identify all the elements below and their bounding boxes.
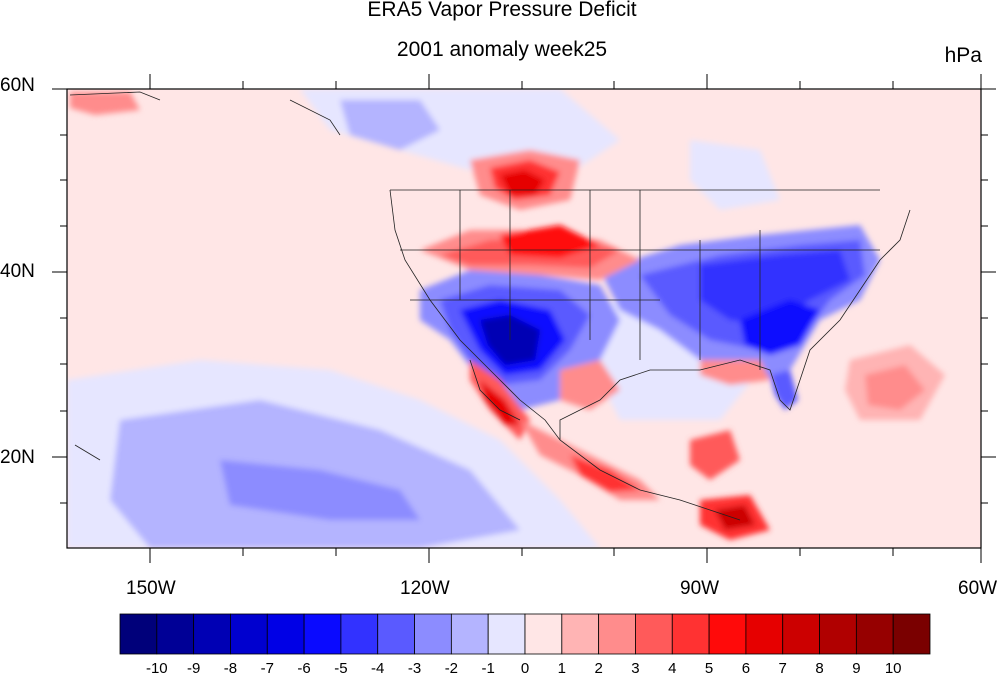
colorbar-swatch [119, 613, 158, 655]
colorbar-tick-label: 8 [815, 660, 824, 677]
colorbar-tick-label: 6 [741, 660, 751, 677]
colorbar-swatch [303, 613, 342, 655]
colorbar-swatch [635, 613, 673, 655]
lon-label-150w: 150W [126, 578, 176, 599]
colorbar-swatch [414, 613, 452, 655]
colorbar-tick-label: -4 [371, 660, 385, 677]
colorbar-swatch [266, 613, 305, 655]
lat-label-60n: 60N [0, 75, 35, 96]
colorbar-tick-label: -1 [481, 660, 495, 677]
colorbar-tick-label: -10 [145, 660, 168, 677]
colorbar-swatch [524, 613, 563, 655]
colorbar-tick-label: 7 [778, 660, 787, 677]
colorbar-tick-label: -3 [407, 660, 422, 677]
colorbar-swatch [819, 613, 857, 655]
colorbar-swatch [671, 613, 710, 655]
colorbar-swatch [450, 613, 489, 655]
lon-label-60w: 60W [958, 578, 998, 599]
colorbar-swatch [156, 613, 195, 655]
colorbar-swatch [745, 613, 784, 655]
anomaly-field [67, 89, 981, 548]
colorbar-tick-label: 4 [668, 660, 677, 677]
units-label: hPa [944, 44, 982, 67]
map-subtitle: 2001 anomaly week25 [396, 38, 608, 61]
colorbar-swatch [340, 613, 379, 655]
colorbar-tick-label: -8 [223, 660, 238, 677]
colorbar-swatch [193, 613, 231, 655]
lat-label-20n: 20N [0, 447, 35, 468]
colorbar-swatch [708, 613, 747, 655]
lon-label-90w: 90W [680, 578, 720, 599]
colorbar-tick-label: -5 [334, 660, 348, 677]
colorbar-tick-label: 1 [557, 660, 566, 677]
colorbar-tick-label: 9 [852, 660, 861, 677]
colorbar-tick-label: 0 [520, 660, 530, 677]
colorbar [119, 613, 931, 655]
colorbar-tick-label: -9 [186, 660, 201, 677]
map-title: ERA5 Vapor Pressure Deficit [367, 0, 637, 21]
colorbar-tick-label: 5 [704, 660, 714, 677]
colorbar-swatch [598, 613, 636, 655]
colorbar-swatch [487, 613, 526, 655]
colorbar-tick-label: -7 [260, 660, 274, 677]
lat-label-40n: 40N [0, 261, 35, 282]
colorbar-tick-label: 2 [594, 660, 603, 677]
colorbar-swatch [230, 613, 268, 655]
colorbar-swatch [377, 613, 415, 655]
colorbar-swatch [782, 613, 820, 655]
colorbar-tick-label: -6 [297, 660, 311, 677]
axis-ticks [52, 74, 996, 563]
colorbar-tick-label: -2 [444, 660, 459, 677]
coastlines [69, 91, 911, 521]
colorbar-swatch [561, 613, 600, 655]
colorbar-swatch [855, 613, 894, 655]
colorbar-tick-label: 3 [631, 660, 640, 677]
colorbar-swatch [892, 613, 931, 655]
lon-label-120w: 120W [400, 578, 450, 599]
colorbar-tick-label: 10 [884, 660, 902, 677]
